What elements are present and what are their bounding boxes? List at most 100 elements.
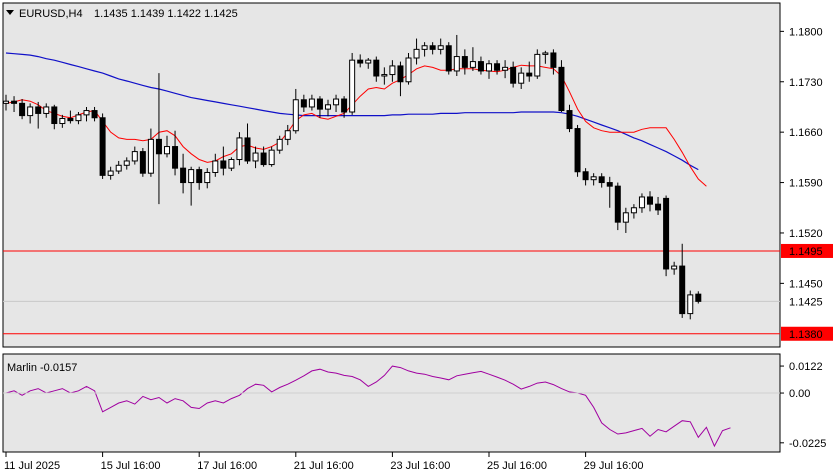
candle[interactable] [300,94,307,112]
candle[interactable] [349,52,356,115]
candle[interactable] [574,124,581,177]
candle[interactable] [220,146,227,176]
candle[interactable] [115,160,122,174]
candle[interactable] [622,207,629,233]
candle[interactable] [75,112,82,125]
candle[interactable] [542,50,549,64]
candle-body [381,74,388,77]
candle[interactable] [566,104,573,133]
candle[interactable] [292,88,299,134]
symbol-label: EURUSD,H4 [19,8,83,20]
candle[interactable] [494,60,501,75]
candle[interactable] [647,191,653,212]
candle[interactable] [671,261,678,275]
candle[interactable] [486,60,492,79]
candle[interactable] [357,54,364,68]
candle[interactable] [630,204,637,219]
candle[interactable] [91,106,98,122]
candle[interactable] [260,146,267,167]
candle[interactable] [180,153,187,194]
candle[interactable] [212,153,219,177]
candle[interactable] [11,96,18,112]
candle[interactable] [695,291,702,304]
time-axis-label: 23 Jul 16:00 [390,460,450,472]
candle[interactable] [268,146,275,167]
candle[interactable] [308,94,315,111]
candle[interactable] [333,94,340,112]
candle[interactable] [663,195,670,277]
candle[interactable] [421,42,428,57]
candle[interactable] [27,103,34,124]
candle[interactable] [477,56,484,75]
candle[interactable] [325,99,331,117]
candle[interactable] [614,182,621,231]
price-pane[interactable] [2,2,781,348]
candle[interactable] [445,42,452,75]
candle[interactable] [236,132,243,166]
candle[interactable] [147,128,154,177]
candle-body [196,169,203,184]
candle[interactable] [413,38,420,65]
candle[interactable] [252,146,259,169]
candle[interactable] [172,130,179,176]
candle[interactable] [687,290,694,320]
candle[interactable] [155,73,162,205]
candle[interactable] [510,61,517,88]
candle[interactable] [598,173,605,188]
candle-body [365,59,372,64]
candle[interactable] [99,113,106,179]
triangle-down-icon[interactable] [6,10,14,15]
candle[interactable] [534,49,541,79]
candle[interactable] [655,196,662,215]
candle[interactable] [43,103,50,118]
candle[interactable] [365,58,372,69]
candle[interactable] [405,52,412,85]
candle[interactable] [123,157,130,170]
candle[interactable] [582,168,589,186]
candle[interactable] [429,42,436,55]
candle-body [284,130,291,140]
candle[interactable] [244,123,251,164]
candle[interactable] [558,60,565,112]
candle[interactable] [228,157,235,172]
candle[interactable] [606,176,613,208]
candle[interactable] [35,101,42,129]
candle[interactable] [381,67,388,85]
candle[interactable] [550,49,557,75]
candle[interactable] [276,135,283,154]
candle[interactable] [51,104,58,130]
candle[interactable] [461,49,468,75]
candle[interactable] [19,99,26,120]
candle[interactable] [679,243,686,318]
candle-body [558,66,565,112]
candle[interactable] [397,61,404,97]
candle[interactable] [67,110,74,124]
candle[interactable] [3,94,9,111]
candle[interactable] [590,173,597,186]
candle[interactable] [83,106,90,122]
candle[interactable] [373,56,380,82]
candle[interactable] [389,60,396,82]
candle[interactable] [518,67,525,89]
candle[interactable] [196,166,203,190]
candle[interactable] [453,34,460,76]
candle[interactable] [502,60,509,79]
candle[interactable] [131,146,138,165]
candle[interactable] [188,166,195,206]
candle[interactable] [204,168,211,189]
candle[interactable] [341,96,348,118]
candle[interactable] [164,135,170,158]
candle[interactable] [316,96,323,118]
candle[interactable] [59,114,66,128]
candle[interactable] [284,124,291,146]
candle-body [252,152,259,162]
candle[interactable] [638,193,645,213]
candle-body [325,104,331,110]
candle[interactable] [107,166,114,180]
candle-body [647,196,653,205]
candle[interactable] [526,61,533,82]
candle[interactable] [437,38,444,55]
candle[interactable] [469,47,476,71]
candle[interactable] [139,148,146,177]
